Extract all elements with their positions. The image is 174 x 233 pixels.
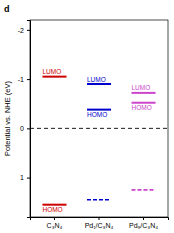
y-tick-label: 1: [20, 174, 24, 181]
y-axis: -2 -1 0 1: [18, 21, 31, 218]
x-tick-label: Pd₉/C₃N₄: [129, 222, 158, 229]
x-tick-mark: [143, 217, 144, 220]
x-axis: C₃N₄ Pd₁/C₃N₄ Pd₉/C₃N₄: [31, 217, 169, 229]
x-axis-line: [31, 218, 169, 221]
y-tick-label: -1: [18, 76, 24, 83]
level-labels: LUMO HOMO LUMO HOMO LUMO HOMO: [42, 68, 151, 213]
y-axis-line: [27, 21, 31, 218]
y-tick: -2: [18, 27, 30, 34]
y-tick-mark: [27, 128, 30, 129]
energy-level: [87, 83, 111, 85]
marks: [30, 77, 168, 205]
energy-level: [131, 92, 155, 94]
x-tick-mark: [99, 217, 100, 220]
chart: -2 -1 0 1 C₃N₄ Pd₁/C₃N₄ Pd₉/C₃N₄ LUMO HOMO LUMO HO…: [0, 0, 174, 233]
y-tick-label: -2: [18, 27, 24, 34]
x-tick: Pd₉/C₃N₄: [129, 217, 158, 229]
x-tick-label: Pd₁/C₃N₄: [85, 222, 114, 229]
y-tick-mark: [27, 178, 30, 179]
level-label: HOMO: [87, 111, 107, 118]
x-tick: Pd₁/C₃N₄: [85, 217, 114, 229]
x-tick-mark: [54, 217, 55, 220]
reference-line: [30, 128, 168, 129]
level-label: LUMO: [42, 68, 61, 75]
energy-level: [131, 189, 155, 191]
y-tick-label: 0: [20, 125, 24, 132]
plot-frame: [30, 20, 168, 217]
y-tick: -1: [18, 76, 30, 83]
plot: -2 -1 0 1 C₃N₄ Pd₁/C₃N₄ Pd₉/C₃N₄ LUMO HOMO LUMO HO…: [18, 20, 169, 229]
level-label: HOMO: [42, 206, 62, 213]
energy-level: [42, 76, 66, 78]
level-label: LUMO: [87, 76, 106, 83]
energy-level: [87, 199, 111, 201]
level-label: LUMO: [131, 84, 150, 91]
title: d: [4, 4, 10, 14]
y-tick-mark: [27, 30, 30, 31]
level-label: HOMO: [131, 104, 151, 111]
y-tick: 1: [20, 174, 30, 181]
x-tick-label: C₃N₄: [47, 222, 63, 229]
y-tick-mark: [27, 79, 30, 80]
x-tick: C₃N₄: [47, 217, 63, 229]
y-axis-title: Potential vs. NHE (eV): [3, 80, 12, 156]
y-tick: 0: [20, 125, 30, 132]
